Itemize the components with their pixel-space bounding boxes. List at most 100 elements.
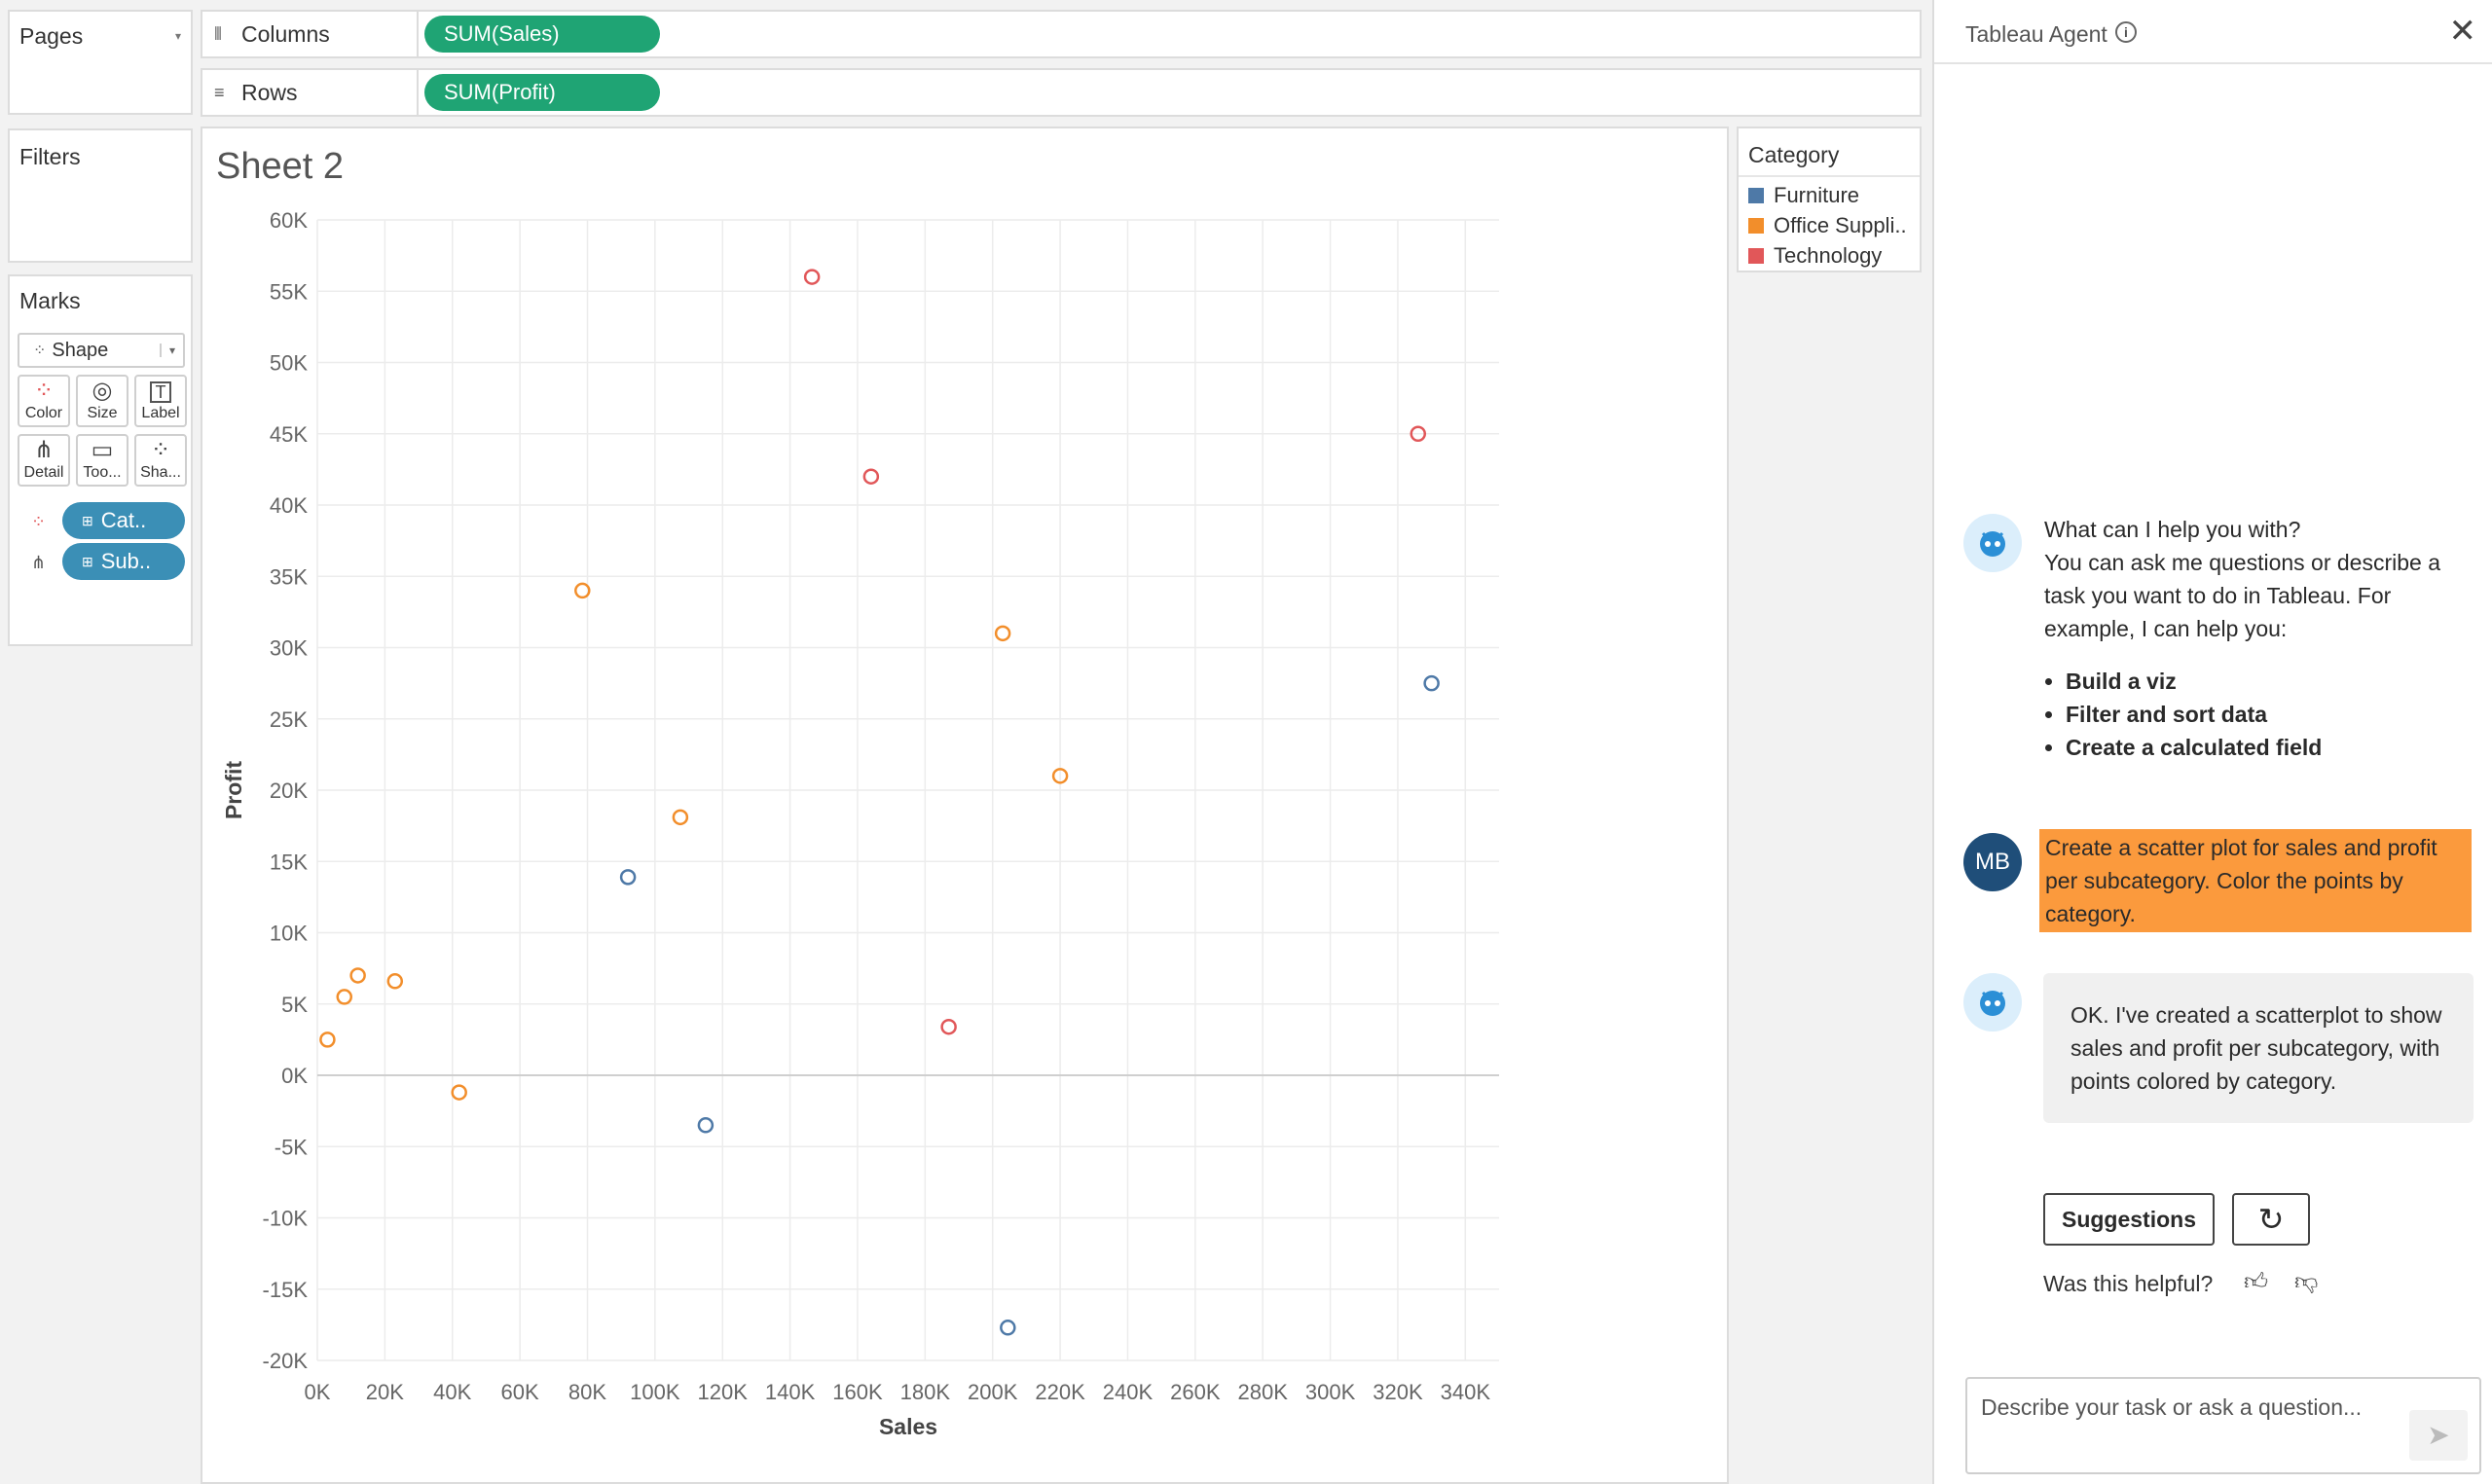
point-office-supplies	[574, 582, 591, 599]
y-tick-label: -20K	[263, 1349, 309, 1373]
user-message: Create a scatter plot for sales and prof…	[2039, 829, 2472, 932]
x-tick-label: 280K	[1238, 1380, 1289, 1404]
x-tick-label: 20K	[366, 1380, 404, 1404]
scatter-chart: 0K 20K 40K 60K 80K 100K 120K 140K 160K 180K 200K 22…	[221, 208, 1499, 1439]
x-tick-label: 40K	[433, 1380, 471, 1404]
agent-title: Tableau Agent	[1965, 21, 2107, 47]
legend-item-furniture[interactable]: Furniture	[1748, 183, 1859, 208]
legend-label-office-supplies: Office Suppli..	[1774, 213, 1907, 237]
marks-card: Marks ⁘ Shape ▾ ⁘ Color ◎ Size T Label ⋔…	[8, 274, 193, 646]
x-tick-label: 240K	[1103, 1380, 1154, 1404]
y-tick-label: 25K	[270, 707, 308, 732]
detail-button[interactable]: ⋔ Detail	[18, 434, 70, 487]
y-tick-label: 35K	[270, 564, 308, 589]
mark-type-label: Shape	[52, 339, 109, 361]
suggestion-filter-sort: Filter and sort data	[2066, 698, 2473, 731]
y-tick-label: 5K	[281, 993, 308, 1017]
y-tick-label: 60K	[270, 208, 308, 233]
agent-input-box[interactable]: Describe your task or ask a question... …	[1965, 1377, 2481, 1474]
filters-card[interactable]: Filters	[8, 128, 193, 263]
point-office-supplies	[1051, 768, 1069, 784]
suggestions-button[interactable]: Suggestions	[2043, 1193, 2215, 1246]
sum-sales-pill[interactable]: SUM(Sales)	[424, 16, 660, 53]
close-icon[interactable]: ✕	[2448, 13, 2477, 50]
plus-icon: ⊞	[82, 512, 93, 528]
thumbs-up-icon[interactable]: 👍︎	[2244, 1269, 2269, 1295]
mark-type-dropdown[interactable]: ⁘ Shape ▾	[18, 333, 185, 368]
detail-label: Detail	[23, 464, 64, 481]
tooltip-button[interactable]: ▭ Too...	[76, 434, 128, 487]
point-office-supplies	[672, 809, 689, 826]
user-initials: MB	[1975, 849, 2010, 875]
color-icon: ⁘	[33, 378, 55, 404]
y-tick-label: 55K	[270, 279, 308, 304]
y-tick-label: 10K	[270, 922, 308, 946]
plus-icon: ⊞	[82, 553, 93, 569]
regenerate-button[interactable]: ↻	[2232, 1193, 2310, 1246]
pages-card: Pages ▾	[8, 10, 193, 115]
point-office-supplies	[451, 1084, 467, 1101]
chevron-down-icon: ▾	[159, 344, 175, 357]
category-legend: Category Furniture Office Suppli.. Techn…	[1737, 127, 1922, 272]
sheet-view: Sheet 2 0K 20K 40K 60K 80K 100K 120K 140K 160K 18…	[201, 127, 1729, 1484]
subcategory-field-label: Sub..	[100, 549, 152, 573]
x-tick-label: 160K	[832, 1380, 883, 1404]
user-message-text: Create a scatter plot for sales and prof…	[2045, 835, 2437, 926]
tooltip-icon: ▭	[91, 437, 114, 463]
sum-profit-pill[interactable]: SUM(Profit)	[424, 74, 660, 111]
text-icon: T	[150, 381, 171, 403]
subcategory-field-pill[interactable]: ⊞ Sub..	[62, 543, 185, 580]
send-icon[interactable]: ➤	[2409, 1410, 2468, 1461]
x-tick-label: 180K	[900, 1380, 951, 1404]
thumbs-down-icon[interactable]: 👎︎	[2294, 1269, 2319, 1295]
point-office-supplies	[336, 989, 352, 1005]
point-office-supplies	[349, 967, 366, 984]
suggestion-build-viz: Build a viz	[2066, 665, 2473, 698]
suggestion-calc-field: Create a calculated field	[2066, 731, 2473, 764]
legend-item-office-supplies[interactable]: Office Suppli..	[1748, 213, 1907, 238]
point-technology	[862, 468, 880, 485]
greeting-text: What can I help you with?	[2044, 517, 2301, 542]
agent-bot-icon	[1980, 991, 2005, 1016]
category-field-pill[interactable]: ⊞ Cat..	[62, 502, 185, 539]
size-label: Size	[87, 405, 118, 421]
category-field-label: Cat..	[100, 508, 147, 532]
columns-label: Columns	[241, 20, 330, 47]
pages-title: Pages	[19, 23, 84, 49]
technology-swatch	[1748, 248, 1764, 264]
shape-icon: ⁘	[33, 343, 47, 359]
office-supplies-swatch	[1748, 218, 1764, 234]
shape-button[interactable]: ⁘ Sha...	[134, 434, 187, 487]
size-button[interactable]: ◎ Size	[76, 375, 128, 427]
intro-text: You can ask me questions or describe a t…	[2044, 550, 2441, 641]
legend-item-technology[interactable]: Technology	[1748, 243, 1882, 269]
rows-icon: ≡	[214, 82, 225, 102]
y-tick-label: 30K	[270, 636, 308, 661]
detail-icon: ⋔	[33, 437, 55, 463]
x-axis-title: Sales	[879, 1414, 937, 1439]
rows-shelf[interactable]: ≡ Rows SUM(Profit)	[201, 68, 1922, 117]
x-tick-label: 200K	[968, 1380, 1018, 1404]
columns-shelf[interactable]: ⦀ Columns SUM(Sales)	[201, 10, 1922, 58]
legend-label-technology: Technology	[1774, 243, 1883, 268]
point-furniture	[1423, 674, 1440, 692]
agent-reply-text: OK. I've created a scatterplot to show s…	[2071, 1002, 2442, 1094]
label-button[interactable]: T Label	[134, 375, 187, 427]
agent-avatar-reply	[1963, 973, 2022, 1032]
x-tick-label: 80K	[568, 1380, 606, 1404]
point-office-supplies	[386, 973, 404, 990]
x-tick-label: 220K	[1035, 1380, 1085, 1404]
color-button[interactable]: ⁘ Color	[18, 375, 70, 427]
sum-profit-label: SUM(Profit)	[444, 80, 556, 104]
agent-welcome-message: What can I help you with? You can ask me…	[2044, 513, 2473, 764]
agent-bot-icon	[1980, 531, 2005, 557]
point-technology	[940, 1018, 957, 1035]
y-tick-label: -15K	[263, 1278, 309, 1302]
info-icon[interactable]: i	[2115, 21, 2137, 43]
shapes-icon: ⁘	[150, 437, 171, 463]
point-technology	[1410, 425, 1427, 442]
helpful-prompt: Was this helpful?	[2043, 1271, 2214, 1296]
agent-reply: OK. I've created a scatterplot to show s…	[2043, 973, 2474, 1123]
x-tick-label: 340K	[1441, 1380, 1491, 1404]
pages-menu-icon[interactable]: ▾	[174, 29, 181, 43]
